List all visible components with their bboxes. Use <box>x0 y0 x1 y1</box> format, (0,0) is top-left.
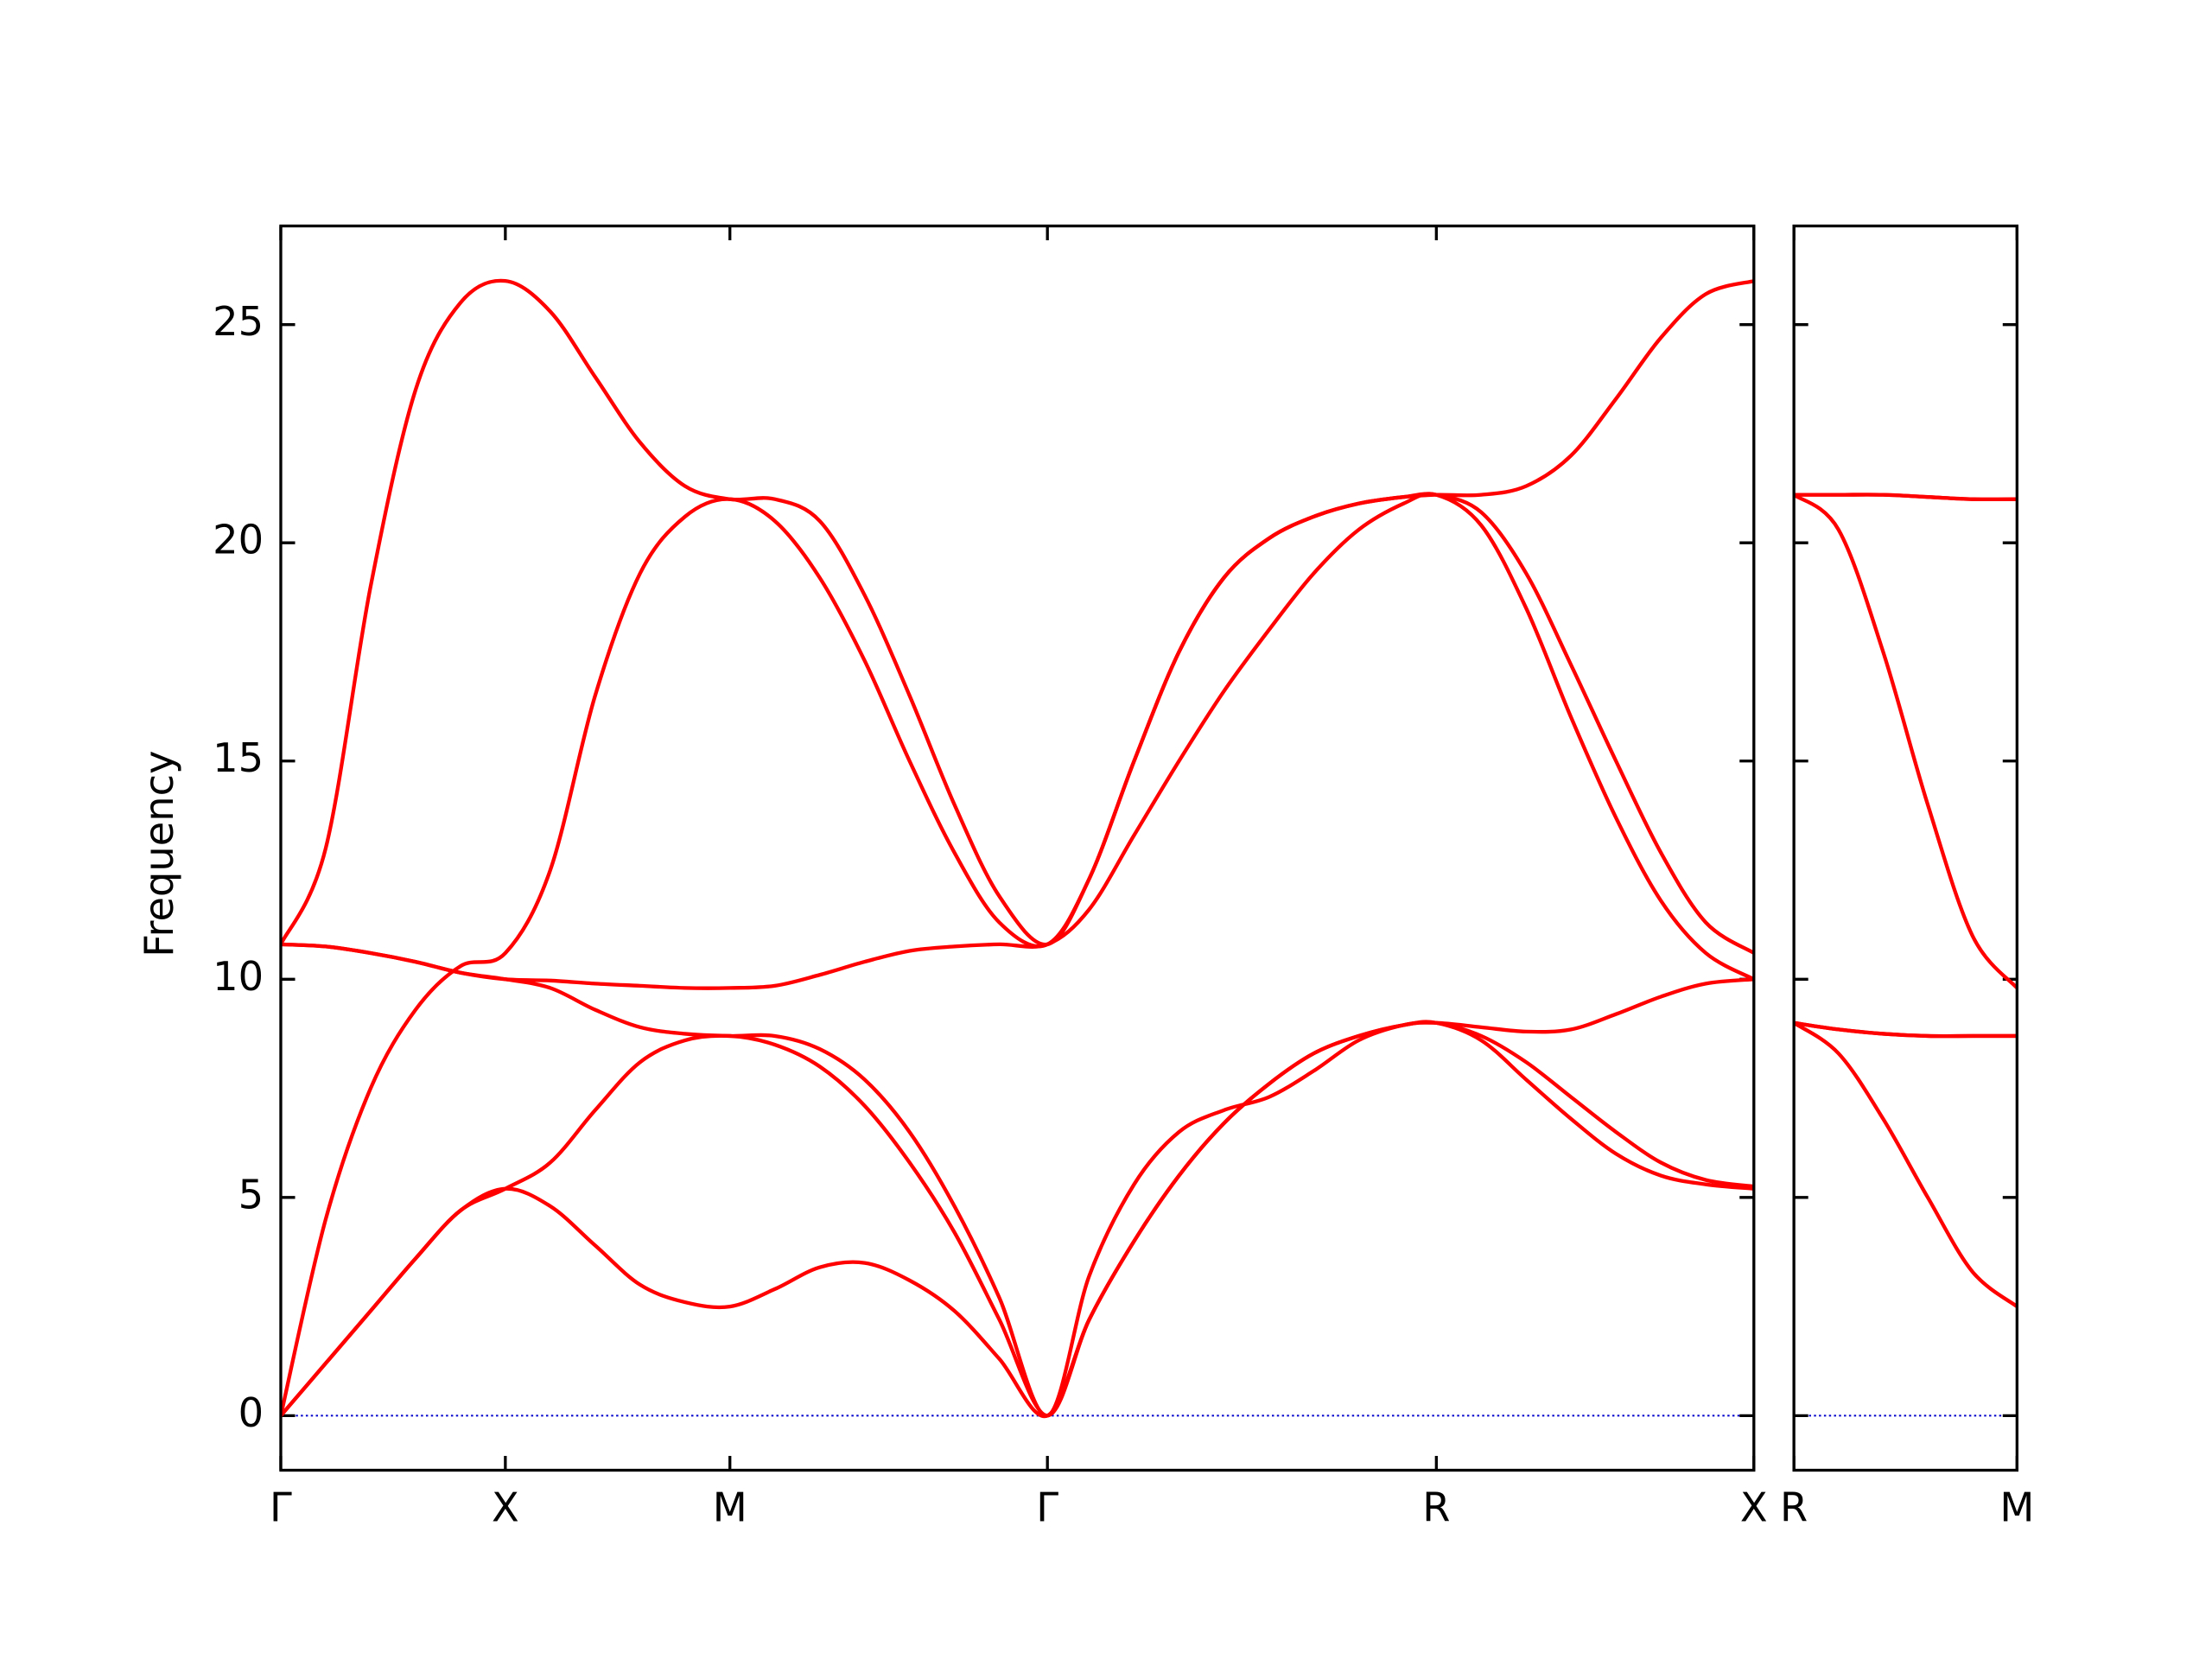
y-tick-label: 25 <box>213 298 264 345</box>
band-line <box>280 278 1754 947</box>
y-tick-label: 10 <box>213 953 264 1000</box>
band-line <box>280 942 1754 1418</box>
band-line <box>1794 493 2018 989</box>
plot-frame <box>1792 224 2019 1472</box>
band-line <box>1794 1020 2018 1308</box>
x-tick-label: M <box>713 1484 747 1530</box>
band-line <box>1794 1020 2018 1039</box>
band-line <box>280 492 1754 1416</box>
band-line <box>280 492 1754 990</box>
y-tick-label: 5 <box>238 1171 264 1217</box>
x-tick-label: Γ <box>1036 1484 1058 1530</box>
band-line <box>280 1020 1754 1418</box>
x-tick-label: X <box>492 1484 519 1530</box>
band-line <box>280 1020 1754 1419</box>
x-tick-label: M <box>1999 1484 2034 1530</box>
x-tick-label: R <box>1780 1484 1808 1530</box>
y-tick-label: 15 <box>213 734 264 781</box>
x-tick-label: R <box>1422 1484 1450 1530</box>
y-tick-label: 20 <box>213 517 264 563</box>
band-line <box>1794 493 2018 502</box>
plot-frame <box>279 224 1756 1472</box>
x-tick-label: Γ <box>270 1484 292 1530</box>
y-axis-label: Frequency <box>136 750 182 957</box>
y-tick-label: 0 <box>238 1389 264 1436</box>
x-tick-label: X <box>1740 1484 1768 1530</box>
